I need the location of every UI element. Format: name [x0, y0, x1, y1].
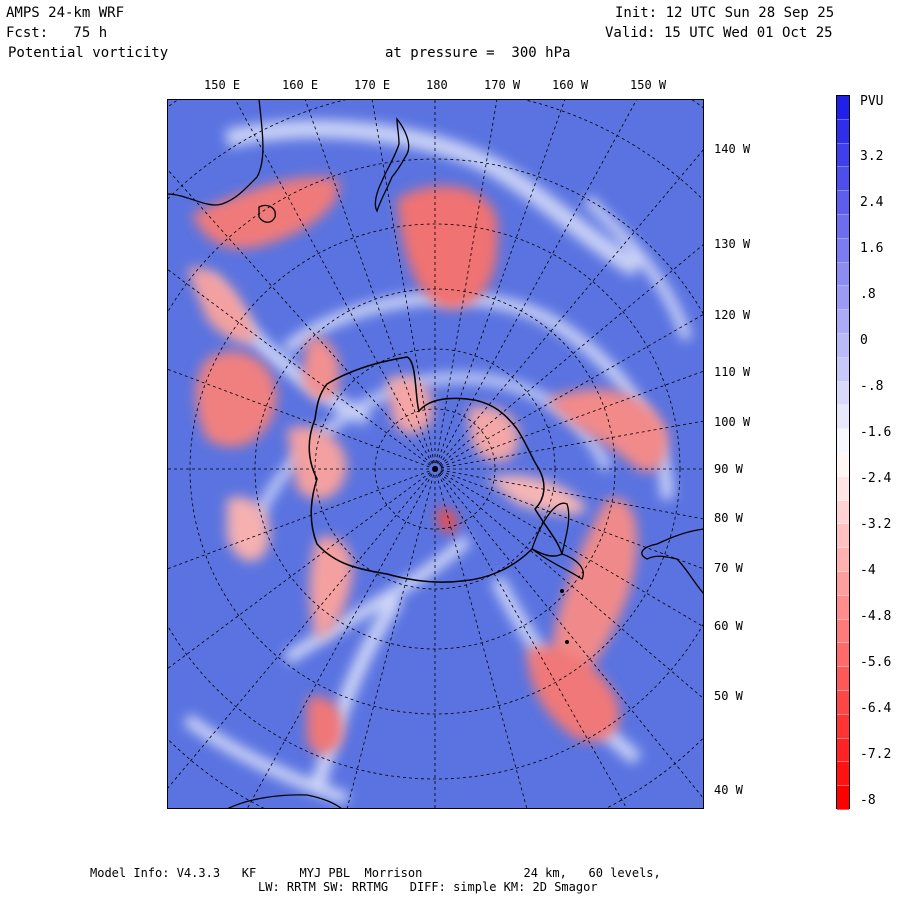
colorbar-segment	[837, 429, 849, 453]
lon-label-right: 130 W	[714, 237, 751, 251]
valid-time: Valid: 15 UTC Wed 01 Oct 25	[605, 25, 833, 41]
colorbar-tick-label: 2.4	[860, 195, 884, 210]
lon-label-right: 60 W	[714, 619, 743, 633]
colorbar-segment	[837, 119, 849, 144]
colorbar-segment	[837, 667, 849, 691]
lon-label-right: 100 W	[714, 415, 751, 429]
colorbar-segment	[837, 619, 849, 644]
model-info-line1: Model Info: V4.3.3 KF MYJ PBL Morrison 2…	[90, 866, 661, 880]
lon-label-right: 80 W	[714, 511, 743, 525]
colorbar-segment	[837, 191, 849, 215]
south-america-coastline	[641, 528, 704, 595]
lon-label-top: 150 E	[204, 78, 241, 92]
colorbar-segment	[837, 286, 849, 311]
colorbar-segment	[837, 548, 849, 572]
map-border	[167, 99, 704, 809]
colorbar-tick-label: 1.6	[860, 241, 884, 256]
colorbar-segment	[837, 167, 849, 192]
colorbar-tick-label: -4.8	[860, 609, 892, 624]
colorbar-segment	[837, 595, 849, 620]
colorbar-segment	[837, 262, 849, 287]
colorbar-tick-label: 0	[860, 333, 868, 348]
lon-label-right: 110 W	[714, 365, 751, 379]
colorbar-tick-label: -4	[860, 563, 876, 578]
colorbar-segment	[837, 476, 849, 501]
colorbar-segment	[837, 714, 849, 739]
africa-coastline	[226, 794, 343, 809]
lon-label-right: 120 W	[714, 308, 751, 322]
colorbar-tick-label: -2.4	[860, 471, 892, 486]
colorbar-tick-label: -5.6	[860, 655, 892, 670]
init-time: Init: 12 UTC Sun 28 Sep 25	[615, 5, 835, 21]
colorbar-segment	[837, 96, 849, 120]
colorbar-segment	[837, 405, 849, 430]
forecast-hour: Fcst: 75 h	[6, 25, 108, 41]
colorbar-segment	[837, 333, 849, 358]
lon-label-top: 160 E	[282, 78, 319, 92]
lon-label-right: 40 W	[714, 783, 743, 797]
lon-label-right: 140 W	[714, 142, 751, 156]
island-marker	[565, 640, 569, 644]
colorbar-tick-label: -7.2	[860, 747, 892, 762]
tasmania-coastline	[258, 204, 276, 223]
colorbar-segment	[837, 381, 849, 406]
colorbar-segment	[837, 452, 849, 477]
colorbar-segment	[837, 500, 849, 525]
lon-label-top: 170 W	[484, 78, 521, 92]
graticule	[167, 99, 704, 809]
colorbar-tick-label: -6.4	[860, 701, 892, 716]
model-info-line2: LW: RRTM SW: RRTMG DIFF: simple KM: 2D S…	[258, 880, 598, 894]
colorbar-segment	[837, 738, 849, 763]
colorbar-tick-label: .8	[860, 287, 876, 302]
colorbar-segment	[837, 214, 849, 239]
colorbar-segment	[837, 786, 849, 810]
colorbar-tick-label: -3.2	[860, 517, 892, 532]
new-zealand-coastline	[374, 117, 410, 213]
australia-coastline	[167, 99, 264, 206]
antarctic-peninsula	[531, 502, 584, 580]
pressure-level: at pressure = 300 hPa	[385, 45, 571, 61]
colorbar-segment	[837, 762, 849, 787]
lon-label-top: 180	[426, 78, 448, 92]
island-marker	[560, 589, 564, 593]
colorbar-segment	[837, 238, 849, 263]
model-title: AMPS 24-km WRF	[6, 5, 125, 21]
colorbar-tick-label: -8	[860, 793, 876, 808]
colorbar-unit: PVU	[860, 94, 884, 109]
colorbar-segment	[837, 571, 849, 596]
colorbar-segment	[837, 143, 849, 168]
colorbar-tick-label: -1.6	[860, 425, 892, 440]
colorbar-segment	[837, 690, 849, 715]
field-name: Potential vorticity	[8, 45, 169, 61]
pv-red-regions	[187, 176, 668, 754]
lon-label-top: 170 E	[354, 78, 391, 92]
colorbar-segment	[837, 643, 849, 668]
lon-label-top: 150 W	[630, 78, 667, 92]
pv-map	[167, 99, 704, 809]
colorbar-segment	[837, 310, 849, 334]
colorbar-tick-label: -.8	[860, 379, 884, 394]
lon-label-right: 90 W	[714, 462, 743, 476]
lon-label-top: 160 W	[552, 78, 589, 92]
lon-label-right: 70 W	[714, 561, 743, 575]
colorbar-tick-label: 3.2	[860, 149, 884, 164]
lon-label-right: 50 W	[714, 689, 743, 703]
pv-colorbar	[836, 95, 850, 810]
colorbar-segment	[837, 524, 849, 549]
colorbar-segment	[837, 357, 849, 382]
